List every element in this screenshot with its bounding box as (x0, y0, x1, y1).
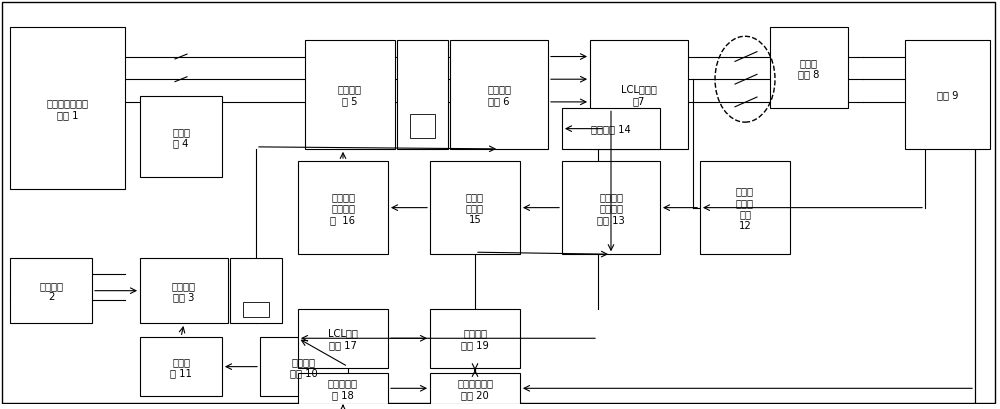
Text: 电网 9: 电网 9 (937, 90, 958, 100)
FancyBboxPatch shape (140, 258, 228, 323)
Text: 电网侧锁相
环 18: 电网侧锁相 环 18 (328, 378, 358, 399)
FancyBboxPatch shape (260, 337, 348, 396)
Text: 瞬时功
率计算
模块
12: 瞬时功 率计算 模块 12 (736, 186, 754, 230)
Text: LCL滤波电
路7: LCL滤波电 路7 (621, 84, 657, 106)
FancyBboxPatch shape (700, 162, 790, 254)
FancyBboxPatch shape (450, 40, 548, 150)
FancyBboxPatch shape (298, 373, 388, 404)
FancyBboxPatch shape (140, 97, 222, 178)
Text: 准比例
谐振器
15: 准比例 谐振器 15 (466, 191, 484, 225)
Text: 驱动电
路 11: 驱动电 路 11 (170, 356, 192, 378)
FancyBboxPatch shape (298, 309, 388, 368)
Text: LCL侧锁
相环 17: LCL侧锁 相环 17 (328, 328, 358, 349)
FancyBboxPatch shape (562, 162, 660, 254)
Text: 滤波电感
2: 滤波电感 2 (39, 280, 63, 302)
Text: 电机侧控
制器 10: 电机侧控 制器 10 (290, 356, 318, 378)
FancyBboxPatch shape (430, 373, 520, 404)
FancyBboxPatch shape (10, 258, 92, 323)
Text: 定子双绕组感应
电机 1: 定子双绕组感应 电机 1 (46, 98, 88, 120)
Text: 虚拟阻抗 14: 虚拟阻抗 14 (591, 124, 631, 134)
FancyBboxPatch shape (243, 303, 269, 317)
FancyBboxPatch shape (305, 40, 395, 150)
FancyBboxPatch shape (770, 28, 848, 109)
Text: 空间电压
矢量调制
器  16: 空间电压 矢量调制 器 16 (330, 191, 356, 225)
Text: 不控整流
桥 5: 不控整流 桥 5 (338, 84, 362, 106)
Text: 控制侧逆
变器 3: 控制侧逆 变器 3 (172, 280, 196, 302)
Text: 三相断
路器 8: 三相断 路器 8 (798, 58, 820, 79)
FancyBboxPatch shape (230, 258, 282, 323)
Text: 电网侧逆
变器 6: 电网侧逆 变器 6 (487, 84, 511, 106)
Text: 准同期并列控
制器 20: 准同期并列控 制器 20 (457, 378, 493, 399)
FancyBboxPatch shape (430, 162, 520, 254)
FancyBboxPatch shape (410, 115, 435, 139)
Text: 励磁电
容 4: 励磁电 容 4 (172, 127, 190, 148)
FancyBboxPatch shape (430, 309, 520, 368)
FancyBboxPatch shape (397, 40, 448, 150)
FancyBboxPatch shape (905, 40, 990, 150)
Text: 预同步控
制器 19: 预同步控 制器 19 (461, 328, 489, 349)
Text: 虚拟同步
发电机控
制器 13: 虚拟同步 发电机控 制器 13 (597, 191, 625, 225)
FancyBboxPatch shape (140, 337, 222, 396)
FancyBboxPatch shape (10, 28, 125, 190)
FancyBboxPatch shape (590, 40, 688, 150)
FancyBboxPatch shape (562, 109, 660, 150)
FancyBboxPatch shape (298, 162, 388, 254)
